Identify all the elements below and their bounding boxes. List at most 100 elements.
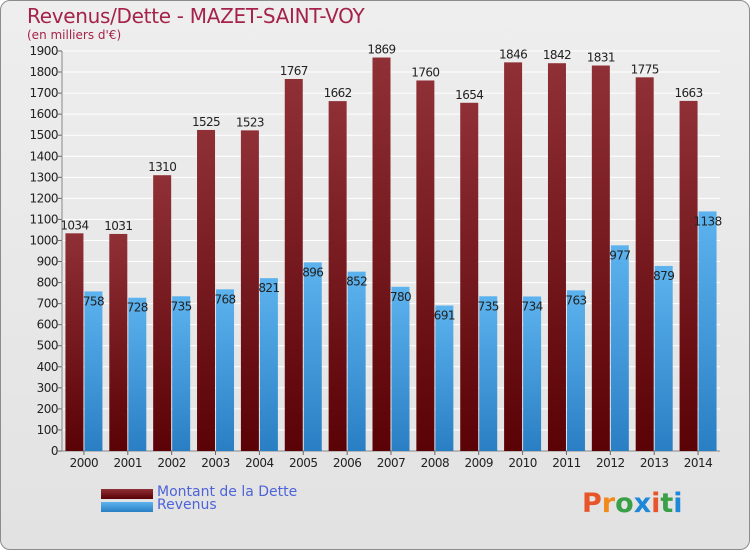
logo-letter: r bbox=[601, 488, 616, 519]
chart-subtitle: (en milliers d'€) bbox=[27, 28, 122, 42]
bar-debt-2009 bbox=[460, 102, 479, 451]
bars bbox=[65, 57, 717, 452]
y-tick-label: 1400 bbox=[29, 149, 58, 163]
bar-revenue-2002 bbox=[172, 296, 191, 451]
data-label-debt-2006: 1662 bbox=[324, 86, 352, 100]
x-tick-label-2010: 2010 bbox=[508, 456, 537, 470]
bar-debt-2014 bbox=[679, 100, 698, 451]
bar-revenue-2009 bbox=[479, 296, 498, 451]
x-tick-label-2009: 2009 bbox=[464, 456, 493, 470]
y-tick-label: 1200 bbox=[29, 191, 58, 205]
x-tick-label-2007: 2007 bbox=[377, 456, 406, 470]
bar-revenue-2010 bbox=[523, 296, 542, 451]
y-tick-label: 0 bbox=[51, 444, 58, 458]
bar-revenue-2003 bbox=[216, 289, 235, 451]
y-tick-label: 500 bbox=[37, 339, 58, 353]
data-label-debt-2007: 1869 bbox=[367, 43, 395, 57]
legend-label-revenue: Revenus bbox=[157, 497, 217, 513]
x-tick-label-2000: 2000 bbox=[70, 456, 99, 470]
y-tick-label: 400 bbox=[37, 360, 58, 374]
data-label-debt-2014: 1663 bbox=[674, 86, 702, 100]
x-tick-label-2004: 2004 bbox=[245, 456, 274, 470]
bar-revenue-2008 bbox=[435, 305, 454, 451]
data-label-revenue-2005: 896 bbox=[302, 265, 323, 279]
legend-swatch-revenue bbox=[101, 502, 153, 512]
bar-debt-2001 bbox=[109, 233, 128, 451]
x-tick-label-2003: 2003 bbox=[201, 456, 230, 470]
data-label-debt-2002: 1310 bbox=[148, 160, 176, 174]
data-label-revenue-2006: 852 bbox=[346, 275, 367, 289]
data-label-debt-2013: 1775 bbox=[631, 62, 659, 76]
data-label-revenue-2013: 879 bbox=[653, 269, 674, 283]
data-label-revenue-2011: 763 bbox=[565, 293, 586, 307]
bar-revenue-2000 bbox=[84, 291, 103, 451]
bar-debt-2012 bbox=[591, 65, 610, 452]
x-tick-label-2008: 2008 bbox=[421, 456, 450, 470]
y-tick-label: 200 bbox=[37, 402, 58, 416]
data-label-debt-2001: 1031 bbox=[104, 219, 132, 233]
bar-revenue-2013 bbox=[654, 265, 673, 451]
bar-debt-2005 bbox=[284, 79, 303, 451]
data-label-debt-2005: 1767 bbox=[280, 64, 308, 78]
data-label-revenue-2000: 758 bbox=[83, 294, 104, 308]
y-tick-label: 300 bbox=[37, 381, 58, 395]
bar-revenue-2007 bbox=[391, 286, 410, 451]
logo-letter: t bbox=[660, 488, 674, 519]
bar-debt-2007 bbox=[372, 57, 391, 452]
x-tick-label-2001: 2001 bbox=[114, 456, 143, 470]
y-axis-ticks: 0 100 200 300 400 500 600 700 800 900 1000 1100 1200… bbox=[29, 44, 720, 458]
x-tick-label-2012: 2012 bbox=[596, 456, 625, 470]
bar-debt-2010 bbox=[504, 62, 523, 452]
bar-debt-2013 bbox=[635, 77, 654, 451]
data-label-debt-2009: 1654 bbox=[455, 88, 483, 102]
bar-revenue-2014 bbox=[698, 211, 717, 451]
logo-letter: P bbox=[582, 488, 602, 519]
x-tick-label-2011: 2011 bbox=[552, 456, 581, 470]
x-tick-label-2013: 2013 bbox=[640, 456, 669, 470]
data-label-revenue-2001: 728 bbox=[127, 301, 148, 315]
data-label-debt-2008: 1760 bbox=[411, 65, 439, 79]
data-label-debt-2010: 1846 bbox=[499, 47, 527, 61]
y-tick-label: 1100 bbox=[29, 212, 58, 226]
bar-debt-2011 bbox=[547, 63, 566, 452]
data-label-debt-2012: 1831 bbox=[587, 51, 615, 65]
logo-letter: x bbox=[633, 488, 652, 519]
y-tick-label: 800 bbox=[37, 276, 58, 290]
bar-revenue-2012 bbox=[610, 245, 629, 451]
y-tick-label: 600 bbox=[37, 318, 58, 332]
bar-revenue-2006 bbox=[347, 271, 366, 451]
data-label-debt-2011: 1842 bbox=[543, 48, 571, 62]
legend-swatch-debt bbox=[101, 489, 153, 499]
y-tick-label: 1000 bbox=[29, 233, 58, 247]
data-labels: 1034 758 1031 728 1310 735 1525 768 1523 821 1767 8… bbox=[60, 43, 722, 323]
y-tick-label: 1500 bbox=[29, 128, 58, 142]
bar-revenue-2005 bbox=[303, 262, 322, 451]
bar-debt-2006 bbox=[328, 101, 347, 452]
data-label-revenue-2012: 977 bbox=[609, 248, 630, 262]
data-label-revenue-2009: 735 bbox=[478, 299, 499, 313]
x-tick-label-2002: 2002 bbox=[157, 456, 186, 470]
y-tick-label: 100 bbox=[37, 423, 58, 437]
data-label-debt-2003: 1525 bbox=[192, 115, 220, 129]
y-tick-label: 1300 bbox=[29, 170, 58, 184]
data-label-revenue-2003: 768 bbox=[214, 292, 235, 306]
proxiti-logo: Proxiti bbox=[582, 488, 683, 519]
bar-debt-2004 bbox=[240, 130, 259, 452]
data-label-revenue-2010: 734 bbox=[522, 299, 543, 313]
bar-debt-2000 bbox=[65, 233, 84, 451]
y-tick-label: 1900 bbox=[29, 44, 58, 58]
data-label-revenue-2002: 735 bbox=[171, 299, 192, 313]
y-tick-label: 1600 bbox=[29, 107, 58, 121]
data-label-debt-2000: 1034 bbox=[60, 218, 88, 232]
y-tick-label: 700 bbox=[37, 297, 58, 311]
bar-debt-2008 bbox=[416, 80, 435, 451]
x-axis-ticks: 2000 2001 2002 2003 2004 2005 2006 2007 2008 2009… bbox=[70, 451, 713, 470]
y-tick-label: 900 bbox=[37, 255, 58, 269]
x-tick-label-2014: 2014 bbox=[684, 456, 713, 470]
bar-debt-2002 bbox=[153, 175, 172, 452]
logo-letter: i bbox=[651, 488, 661, 519]
bar-revenue-2001 bbox=[128, 297, 147, 451]
bar-revenue-2011 bbox=[566, 290, 585, 451]
